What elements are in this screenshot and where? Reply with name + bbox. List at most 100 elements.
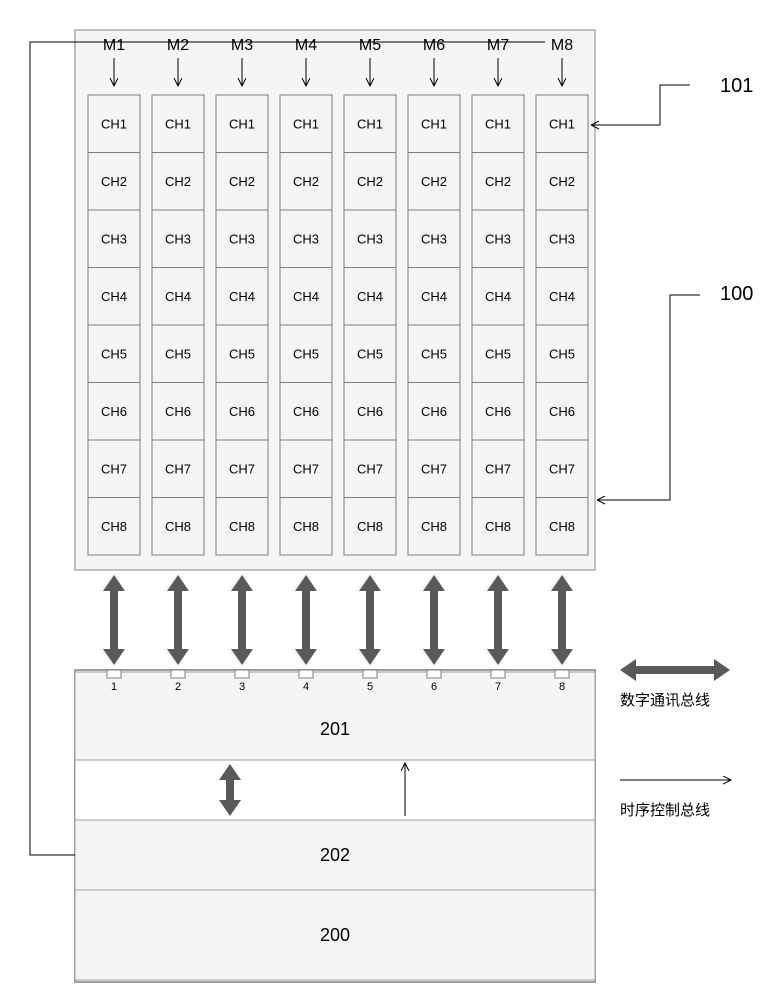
channel-label: CH4 — [549, 289, 575, 304]
channel-label: CH1 — [165, 116, 191, 131]
channel-label: CH2 — [421, 174, 447, 189]
channel-label: CH1 — [549, 116, 575, 131]
channel-label: CH6 — [229, 404, 255, 419]
channel-label: CH8 — [421, 519, 447, 534]
port-label: 1 — [111, 681, 117, 693]
bus-arrow-icon — [231, 575, 253, 665]
channel-label: CH6 — [549, 404, 575, 419]
channel-label: CH4 — [485, 289, 511, 304]
port-label: 5 — [367, 681, 373, 693]
channel-label: CH3 — [357, 231, 383, 246]
channel-label: CH8 — [293, 519, 319, 534]
channel-label: CH1 — [485, 116, 511, 131]
channel-label: CH6 — [421, 404, 447, 419]
channel-label: CH7 — [101, 461, 127, 476]
channel-label: CH1 — [229, 116, 255, 131]
legend-bus-arrow-icon — [620, 659, 730, 681]
channel-label: CH8 — [549, 519, 575, 534]
channel-label: CH3 — [293, 231, 319, 246]
port — [299, 670, 313, 678]
channel-label: CH6 — [101, 404, 127, 419]
port — [235, 670, 249, 678]
channel-label: CH2 — [101, 174, 127, 189]
channel-label: CH7 — [229, 461, 255, 476]
port-label: 6 — [431, 681, 437, 693]
channel-label: CH4 — [357, 289, 383, 304]
channel-label: CH7 — [549, 461, 575, 476]
port-label: 8 — [559, 681, 565, 693]
channel-label: CH1 — [293, 116, 319, 131]
channel-label: CH5 — [293, 346, 319, 361]
channel-label: CH4 — [229, 289, 255, 304]
channel-label: CH1 — [421, 116, 447, 131]
channel-label: CH3 — [229, 231, 255, 246]
channel-label: CH4 — [293, 289, 319, 304]
block-200-label: 200 — [320, 925, 350, 945]
channel-label: CH2 — [229, 174, 255, 189]
channel-label: CH8 — [165, 519, 191, 534]
channel-label: CH7 — [293, 461, 319, 476]
channel-label: CH2 — [549, 174, 575, 189]
port-label: 7 — [495, 681, 501, 693]
bus-arrow-icon — [551, 575, 573, 665]
channel-label: CH8 — [485, 519, 511, 534]
channel-label: CH7 — [421, 461, 447, 476]
bus-arrow-icon — [487, 575, 509, 665]
channel-label: CH3 — [549, 231, 575, 246]
channel-label: CH4 — [101, 289, 127, 304]
port-label: 4 — [303, 681, 309, 693]
port — [171, 670, 185, 678]
channel-label: CH5 — [357, 346, 383, 361]
bus-arrow-icon — [423, 575, 445, 665]
channel-label: CH4 — [421, 289, 447, 304]
callout-100: 100 — [720, 283, 753, 305]
channel-label: CH2 — [293, 174, 319, 189]
channel-label: CH7 — [485, 461, 511, 476]
channel-label: CH3 — [421, 231, 447, 246]
channel-label: CH2 — [357, 174, 383, 189]
channel-label: CH8 — [101, 519, 127, 534]
channel-label: CH6 — [165, 404, 191, 419]
channel-label: CH2 — [165, 174, 191, 189]
channel-label: CH7 — [357, 461, 383, 476]
channel-label: CH6 — [485, 404, 511, 419]
channel-label: CH8 — [357, 519, 383, 534]
module-header: M6 — [423, 37, 445, 54]
channel-label: CH3 — [101, 231, 127, 246]
channel-label: CH6 — [293, 404, 319, 419]
channel-label: CH4 — [165, 289, 191, 304]
channel-label: CH7 — [165, 461, 191, 476]
legend-label-bus: 数字通讯总线 — [620, 692, 710, 709]
channel-label: CH3 — [165, 231, 191, 246]
port-label: 2 — [175, 681, 181, 693]
port — [427, 670, 441, 678]
channel-label: CH1 — [101, 116, 127, 131]
module-header: M8 — [551, 37, 573, 54]
module-header: M2 — [167, 37, 189, 54]
bus-arrow-icon — [359, 575, 381, 665]
module-header: M5 — [359, 37, 381, 54]
channel-label: CH5 — [549, 346, 575, 361]
gap-band — [75, 760, 595, 820]
bus-arrow-icon — [167, 575, 189, 665]
channel-label: CH5 — [165, 346, 191, 361]
channel-label: CH5 — [485, 346, 511, 361]
channel-label: CH5 — [421, 346, 447, 361]
channel-label: CH5 — [229, 346, 255, 361]
callout-line-101 — [592, 85, 690, 125]
callout-line-100 — [598, 295, 700, 500]
channel-label: CH8 — [229, 519, 255, 534]
block-201 — [75, 672, 595, 760]
module-header: M3 — [231, 37, 253, 54]
channel-label: CH2 — [485, 174, 511, 189]
channel-label: CH5 — [101, 346, 127, 361]
port — [491, 670, 505, 678]
port — [363, 670, 377, 678]
callout-101: 101 — [720, 75, 753, 97]
block-202-label: 202 — [320, 845, 350, 865]
bus-arrow-icon — [103, 575, 125, 665]
channel-label: CH6 — [357, 404, 383, 419]
channel-label: CH1 — [357, 116, 383, 131]
bus-arrow-icon — [295, 575, 317, 665]
module-header: M1 — [103, 37, 125, 54]
